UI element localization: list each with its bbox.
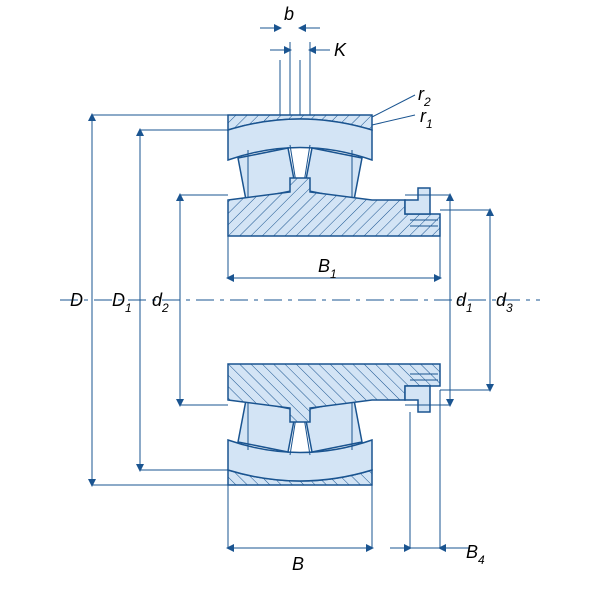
sleeve-top <box>405 188 430 214</box>
label-D1: D1 <box>112 290 132 315</box>
label-b: b <box>284 4 294 24</box>
label-B: B <box>292 554 304 574</box>
label-K: K <box>334 40 347 60</box>
label-d2: d2 <box>152 290 169 315</box>
label-r1: r1 <box>420 106 433 131</box>
upper-half <box>228 60 440 236</box>
label-D: D <box>70 290 83 310</box>
label-B1: B1 <box>318 256 337 281</box>
outer-raceway-top <box>228 119 372 160</box>
dimension-labels: D D1 d2 d1 d3 B B4 B1 b K r2 r1 <box>70 4 513 574</box>
lower-half <box>228 364 440 485</box>
label-d3: d3 <box>496 290 513 315</box>
label-d1: d1 <box>456 290 473 315</box>
bearing-diagram: D D1 d2 d1 d3 B B4 B1 b K r2 r1 <box>0 0 600 600</box>
label-B4: B4 <box>466 542 485 567</box>
